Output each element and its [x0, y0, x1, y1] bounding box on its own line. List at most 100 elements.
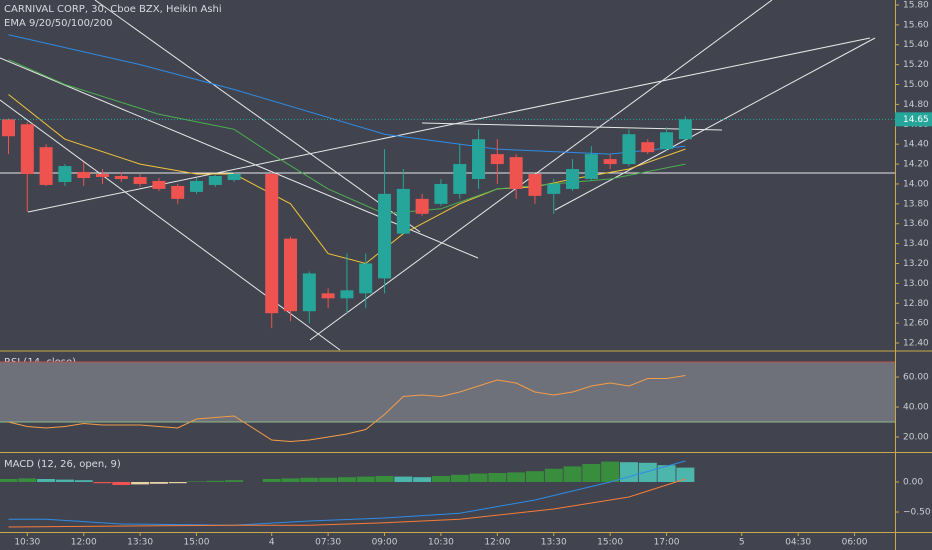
histogram-bar [131, 481, 150, 485]
y-tick-label: 60.00 [903, 373, 929, 383]
chart-subtitle: EMA 9/20/50/100/200 [4, 18, 112, 29]
histogram-bar [488, 472, 507, 482]
candle-body [284, 238, 298, 312]
x-tick-label: 12:00 [484, 538, 510, 548]
candle-body [227, 174, 241, 180]
candle-body [641, 142, 655, 153]
x-tick-label: 4 [269, 538, 275, 548]
candle-body [1, 119, 15, 137]
last-price-label: 14.65 [903, 115, 929, 125]
y-tick-label: 13.20 [903, 259, 929, 269]
candle-body [509, 157, 523, 189]
y-tick-label: 13.40 [903, 239, 929, 249]
trend-line [94, 0, 421, 233]
y-tick-label: 13.80 [903, 199, 929, 209]
y-tick-label: 15.80 [903, 0, 929, 10]
candle-body [321, 293, 335, 299]
histogram-bar [74, 480, 93, 482]
candle-body [584, 154, 598, 179]
x-tick-label: 15:00 [184, 538, 210, 548]
histogram-bar [413, 477, 432, 482]
candle-body [114, 175, 128, 179]
histogram-bar [225, 480, 244, 482]
candle-body [152, 180, 166, 189]
histogram-bar [507, 472, 526, 482]
chart-title: CARNIVAL CORP, 30, Cboe BZX, Heikin Ashi [4, 4, 222, 15]
candle-body [340, 290, 354, 299]
macd-line [8, 460, 686, 526]
candle-body [415, 198, 429, 214]
y-tick-label: 12.80 [903, 299, 929, 309]
histogram-bar [206, 480, 225, 482]
histogram-bar [431, 475, 450, 482]
candle-body [171, 185, 185, 199]
candle-body [77, 172, 91, 178]
x-tick-label: 09:00 [372, 538, 398, 548]
candle-body [490, 154, 504, 165]
histogram-bar [319, 477, 338, 482]
y-tick-label: 13.60 [903, 219, 929, 229]
y-tick-label: 12.40 [903, 339, 929, 349]
macd-line [8, 478, 686, 528]
x-tick-label: 13:30 [541, 538, 567, 548]
histogram-bar [375, 475, 394, 482]
candle-body [302, 273, 316, 312]
candle-body [378, 193, 392, 279]
candle-body [434, 183, 448, 204]
histogram-bar [356, 476, 375, 482]
candle-body [265, 174, 279, 314]
histogram-bar [563, 466, 582, 482]
candle-body [678, 119, 692, 140]
x-tick-label: 13:30 [127, 538, 153, 548]
histogram-bar [582, 463, 601, 482]
candle-body [660, 132, 674, 150]
trend-line [27, 37, 871, 213]
x-tick-label: 12:00 [71, 538, 97, 548]
ema-line [8, 34, 686, 155]
y-tick-label: 12.60 [903, 319, 929, 329]
histogram-bar [149, 481, 168, 484]
candle-body [566, 169, 580, 189]
histogram-bar [93, 481, 112, 484]
y-tick-label: 15.00 [903, 80, 929, 90]
y-tick-label: 15.40 [903, 40, 929, 50]
candle-body [453, 164, 467, 194]
histogram-bar [55, 479, 74, 482]
x-tick-label: 10:30 [428, 538, 454, 548]
histogram-bar [619, 462, 638, 482]
histogram-bar [544, 468, 563, 482]
ema-line [8, 59, 686, 215]
histogram-bar [0, 478, 18, 482]
y-tick-label: 14.80 [903, 100, 929, 110]
candle-body [58, 166, 72, 182]
y-tick-label: 20.00 [903, 433, 929, 443]
candle-body [133, 176, 147, 184]
trend-line [554, 37, 876, 211]
rsi-line [8, 375, 686, 443]
trend-line [309, 0, 773, 341]
histogram-bar [525, 471, 544, 482]
x-tick-label: 15:00 [597, 538, 623, 548]
candle-body [359, 263, 373, 294]
histogram-bar [450, 474, 469, 482]
x-tick-label: 04:30 [785, 538, 811, 548]
y-tick-label: 0.00 [903, 477, 923, 487]
last-price-box [895, 112, 932, 127]
drawings [0, 0, 895, 351]
macd-title: MACD (12, 26, open, 9) [4, 459, 121, 470]
histogram-bar [18, 478, 37, 482]
candle-body [190, 180, 204, 192]
histogram-bar [337, 477, 356, 482]
y-tick-label: 14.00 [903, 179, 929, 189]
histogram-bar [300, 477, 319, 482]
candle-body [622, 134, 636, 165]
histogram-bar [112, 481, 131, 485]
trend-line [0, 99, 341, 351]
histogram-bar [469, 473, 488, 482]
histogram-bar [168, 481, 187, 484]
histogram-bar [281, 478, 300, 482]
x-tick-label: 5 [739, 538, 745, 548]
candle-body [396, 188, 410, 234]
